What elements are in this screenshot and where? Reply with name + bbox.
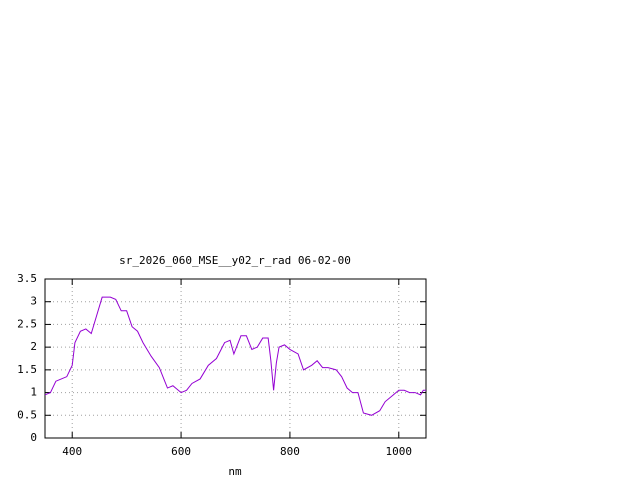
x-tick-label: 800 <box>280 445 300 458</box>
y-tick-label: 2.5 <box>17 317 37 330</box>
series-line <box>44 296 426 416</box>
y-tick-label: 1.5 <box>17 363 37 376</box>
chart-title: sr_2026_060_MSE__y02_r_rad 06-02-00 <box>119 254 351 267</box>
y-tick-label: 3.5 <box>17 272 37 285</box>
y-tick-label: 1 <box>30 386 37 399</box>
y-tick-label: 3 <box>30 295 37 308</box>
y-tick-label: 2 <box>30 340 37 353</box>
x-tick-label: 400 <box>62 445 82 458</box>
y-tick-label: 0 <box>30 431 37 444</box>
x-tick-label: 1000 <box>386 445 413 458</box>
x-tick-label: 600 <box>171 445 191 458</box>
x-axis-label: nm <box>228 465 242 478</box>
plot-frame <box>44 278 427 439</box>
y-tick-label: 0.5 <box>17 408 37 421</box>
